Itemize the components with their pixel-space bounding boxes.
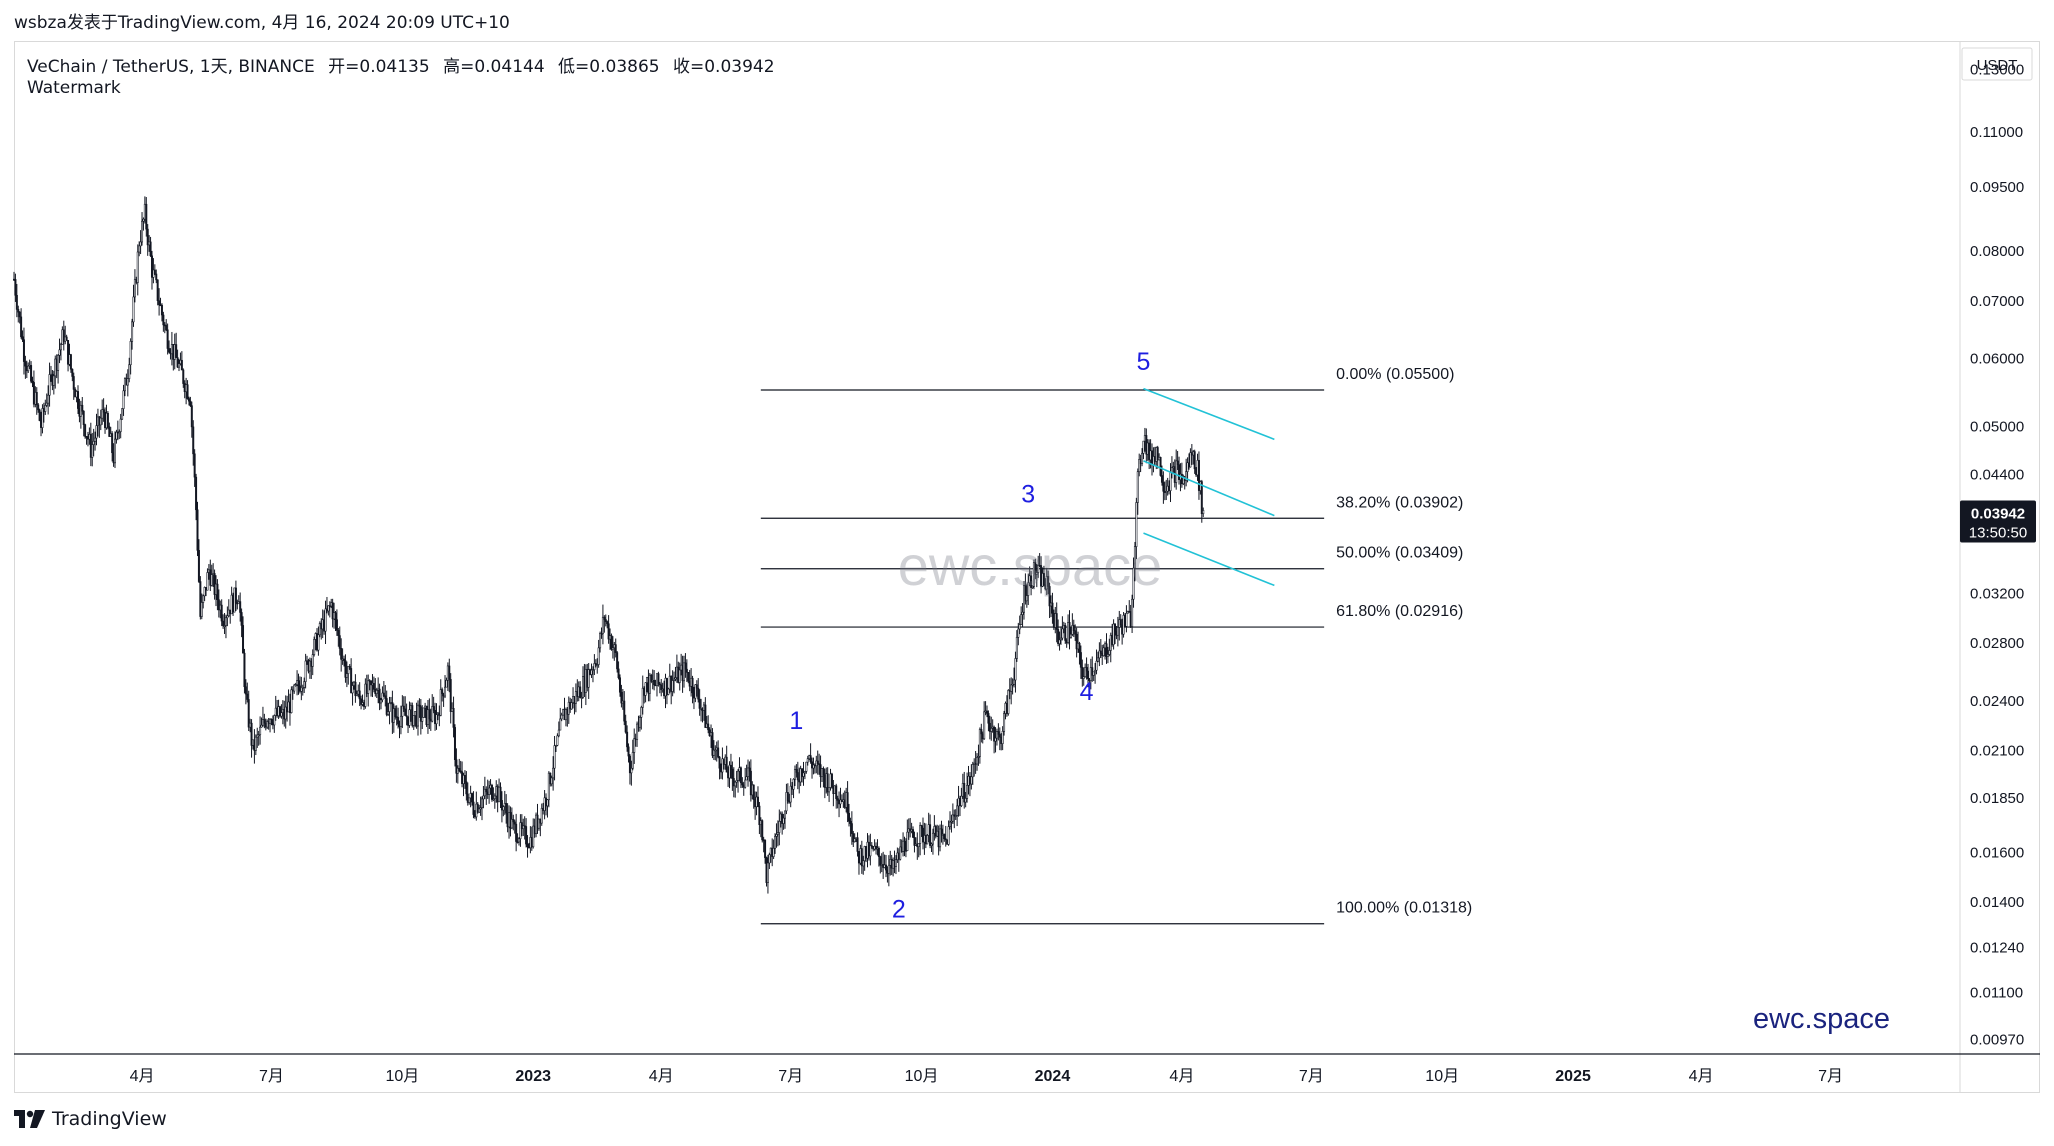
ohlc-open: 开=0.04135: [328, 57, 430, 77]
chart-frame: [14, 41, 2040, 1093]
symbol-title[interactable]: VeChain / TetherUS, 1天, BINANCE: [27, 57, 315, 77]
tradingview-logo-icon[interactable]: [14, 1110, 46, 1128]
publish-attribution: wsbza发表于TradingView.com, 4月 16, 2024 20:…: [14, 13, 510, 33]
footer: TradingView: [14, 1108, 167, 1130]
study-legend[interactable]: Watermark: [27, 78, 121, 98]
ohlc-close: 收=0.03942: [673, 57, 775, 77]
footer-brand[interactable]: TradingView: [52, 1108, 167, 1130]
ohlc-low: 低=0.03865: [558, 57, 660, 77]
symbol-legend: VeChain / TetherUS, 1天, BINANCE 开=0.0413…: [27, 52, 775, 77]
ohlc-high: 高=0.04144: [443, 57, 545, 77]
